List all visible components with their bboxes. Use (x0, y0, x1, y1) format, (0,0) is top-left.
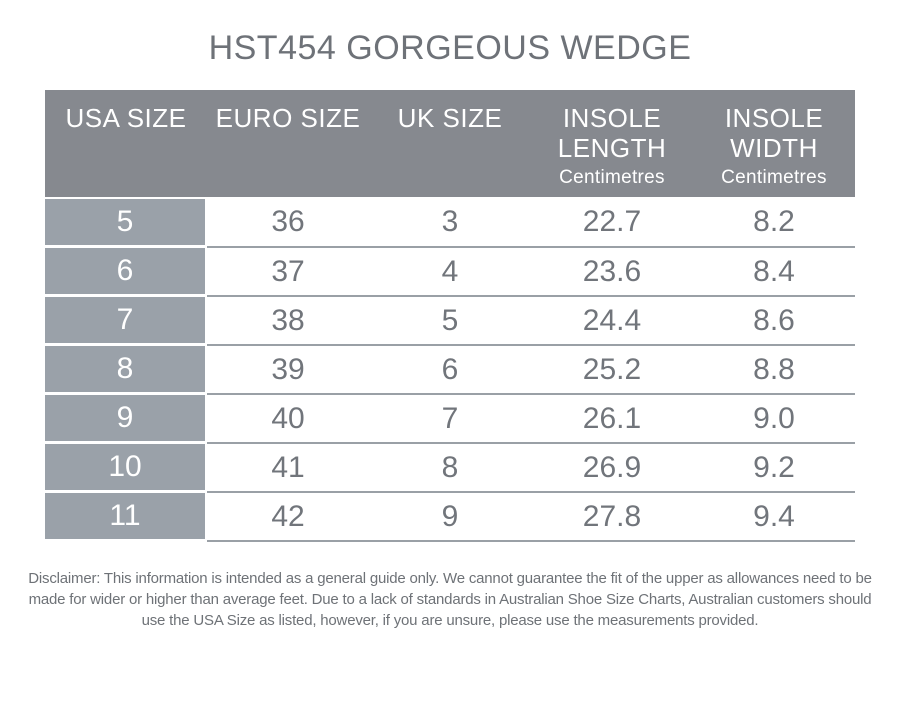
column-header-label: UK SIZE (397, 103, 503, 133)
size-chart-body: 5 36 3 22.7 8.2 6 37 4 23.6 8.4 7 38 5 24.4 8.6 8 39 6 25.… (45, 197, 855, 542)
column-header-insole-length: INSOLE LENGTH Centimetres (531, 90, 693, 197)
table-cell: 8 (369, 444, 531, 493)
table-cell: 26.1 (531, 395, 693, 444)
table-row: 11 42 9 27.8 9.4 (45, 493, 855, 542)
table-cell: 36 (207, 197, 369, 248)
table-cell: 8.2 (693, 197, 855, 248)
column-header-units: Centimetres (559, 167, 665, 188)
table-row: 10 41 8 26.9 9.2 (45, 444, 855, 493)
usa-size-cell: 5 (45, 197, 207, 248)
table-row: 5 36 3 22.7 8.2 (45, 197, 855, 248)
table-cell: 6 (369, 346, 531, 395)
table-cell: 9.2 (693, 444, 855, 493)
usa-size-cell: 9 (45, 395, 207, 444)
usa-size-cell: 8 (45, 346, 207, 395)
column-header-label: INSOLE WIDTH (724, 103, 824, 163)
table-cell: 9 (369, 493, 531, 542)
size-chart-page: HST454 GORGEOUS WEDGE USA SIZE EURO SIZE… (0, 26, 900, 703)
table-cell: 37 (207, 248, 369, 297)
table-row: 9 40 7 26.1 9.0 (45, 395, 855, 444)
disclaimer-text: Disclaimer: This information is intended… (28, 570, 872, 629)
table-cell: 27.8 (531, 493, 693, 542)
table-cell: 8.8 (693, 346, 855, 395)
table-cell: 8.4 (693, 248, 855, 297)
table-cell: 9.4 (693, 493, 855, 542)
column-header-label: INSOLE LENGTH (557, 103, 667, 163)
column-header-uk-size: UK SIZE (369, 90, 531, 197)
usa-size-cell: 10 (45, 444, 207, 493)
usa-size-cell: 6 (45, 248, 207, 297)
table-cell: 40 (207, 395, 369, 444)
table-cell: 9.0 (693, 395, 855, 444)
table-cell: 22.7 (531, 197, 693, 248)
table-cell: 8.6 (693, 297, 855, 346)
column-header-usa-size: USA SIZE (45, 90, 207, 197)
table-cell: 23.6 (531, 248, 693, 297)
table-cell: 41 (207, 444, 369, 493)
table-row: 6 37 4 23.6 8.4 (45, 248, 855, 297)
column-header-euro-size: EURO SIZE (207, 90, 369, 197)
table-cell: 5 (369, 297, 531, 346)
table-row: 8 39 6 25.2 8.8 (45, 346, 855, 395)
column-header-units: Centimetres (721, 167, 827, 188)
column-header-label: USA SIZE (65, 103, 187, 133)
header-row: USA SIZE EURO SIZE UK SIZE INSOLE LENGTH… (45, 90, 855, 197)
usa-size-cell: 11 (45, 493, 207, 542)
table-cell: 4 (369, 248, 531, 297)
table-row: 7 38 5 24.4 8.6 (45, 297, 855, 346)
table-cell: 25.2 (531, 346, 693, 395)
usa-size-cell: 7 (45, 297, 207, 346)
table-cell: 7 (369, 395, 531, 444)
size-chart-header: USA SIZE EURO SIZE UK SIZE INSOLE LENGTH… (45, 90, 855, 197)
table-cell: 38 (207, 297, 369, 346)
table-cell: 3 (369, 197, 531, 248)
page-title: HST454 GORGEOUS WEDGE (208, 29, 692, 67)
table-cell: 39 (207, 346, 369, 395)
size-chart-table: USA SIZE EURO SIZE UK SIZE INSOLE LENGTH… (45, 90, 855, 542)
table-cell: 24.4 (531, 297, 693, 346)
table-cell: 42 (207, 493, 369, 542)
column-header-insole-width: INSOLE WIDTH Centimetres (693, 90, 855, 197)
column-header-label: EURO SIZE (215, 103, 361, 133)
table-cell: 26.9 (531, 444, 693, 493)
